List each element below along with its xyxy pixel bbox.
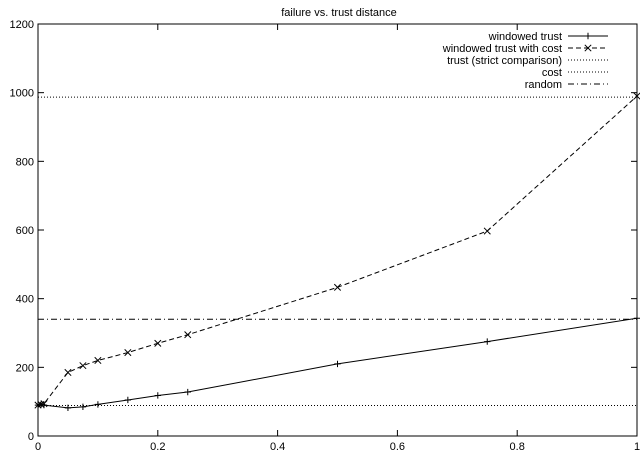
legend-label: cost: [542, 67, 562, 79]
data-point: [484, 338, 491, 345]
series-line: [37, 95, 638, 406]
x-tick-label: 0.6: [390, 441, 405, 453]
data-point: [154, 392, 161, 399]
legend-marker: [584, 32, 592, 40]
data-point: [483, 227, 491, 235]
series-0: [34, 315, 640, 412]
data-point: [64, 368, 72, 377]
data-point: [124, 396, 132, 404]
axis-ticks: 0 0.2 0.4 0.6 0.8 1 0 200 400 600 800 1000 1200: [10, 19, 640, 453]
x-tick-label: 1: [634, 441, 640, 453]
data-point: [94, 356, 102, 365]
y-tick-label: 1200: [10, 19, 34, 31]
y-tick-label: 600: [16, 225, 34, 237]
data-point: [184, 388, 191, 396]
data-point: [633, 92, 640, 100]
y-tick-label: 200: [16, 362, 34, 374]
data-point: [633, 315, 640, 322]
legend-label: trust (strict comparison): [447, 55, 562, 67]
data-point: [333, 283, 342, 291]
legend-label: random: [525, 79, 562, 91]
y-tick-label: 400: [16, 294, 34, 306]
data-point: [334, 360, 341, 368]
x-tick-label: 0.2: [150, 441, 165, 453]
legend-marker: [584, 44, 592, 52]
chart-title: failure vs. trust distance: [281, 7, 397, 19]
data-point: [79, 362, 87, 370]
legend-label: windowed trust with cost: [442, 43, 562, 55]
data-point: [124, 349, 132, 357]
y-tick-label: 800: [16, 156, 34, 168]
series-layer: [34, 92, 640, 412]
x-tick-label: 0.8: [510, 441, 525, 453]
y-tick-label: 1000: [10, 88, 34, 100]
x-tick-label: 0: [35, 441, 41, 453]
y-tick-label: 0: [28, 431, 34, 443]
series-1: [34, 92, 640, 409]
data-point: [184, 331, 192, 339]
data-point: [94, 401, 102, 408]
data-point: [64, 404, 72, 412]
legend-label: windowed trust: [488, 31, 562, 43]
data-point: [79, 403, 87, 411]
data-point: [154, 339, 162, 347]
x-tick-label: 0.4: [270, 441, 285, 453]
